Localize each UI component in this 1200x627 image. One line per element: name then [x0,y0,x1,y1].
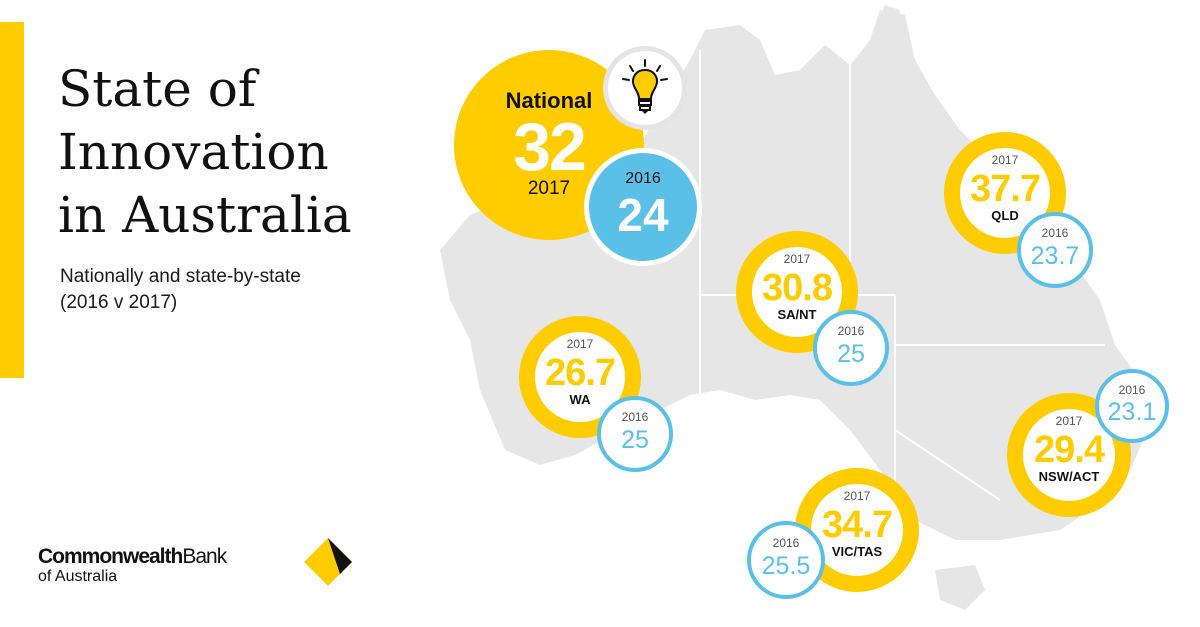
state-borders [699,50,1105,520]
victas-state-label: VIC/TAS [831,544,883,559]
wa-value-2017: 26.7 [545,352,616,394]
qld-2016-circle: 2016 23.7 [1017,212,1093,288]
accent-bar [0,22,24,378]
sant-year-2016: 2016 [837,324,865,338]
page-subtitle: Nationally and state-by-state (2016 v 20… [60,266,301,313]
national-year-2016: 2016 [625,170,661,187]
sant-value-2016: 25 [837,340,865,368]
nswact-year-2017: 2017 [1055,414,1083,428]
nswact-state-label: NSW/ACT [1038,469,1100,484]
sant-value-2017: 30.8 [762,267,833,309]
wa-value-2016: 25 [621,426,649,454]
nswact-2016-circle: 2016 23.1 [1095,369,1169,443]
qld-state-label: QLD [991,208,1019,223]
national-value-2016: 24 [617,189,669,241]
sant-2016-circle: 2016 25 [813,310,889,386]
national-year-2017: 2017 [527,178,571,199]
lightbulb-icon [622,59,668,114]
diamond-logo-icon [304,538,352,586]
qld-year-2017: 2017 [991,153,1019,167]
victas-year-2016: 2016 [772,536,800,550]
national-label: National [505,88,593,113]
nswact-year-2016: 2016 [1118,383,1146,397]
brand-name-bold: Commonwealth [38,545,183,568]
qld-value-2017: 37.7 [970,168,1041,210]
brand-line2: of Australia [38,568,118,585]
national-2016-circle: 2016 24 [584,148,702,266]
victas-value-2017: 34.7 [822,504,893,546]
brand-name: CommonwealthBank [38,545,227,568]
sant-state-label: SA/NT [777,307,817,322]
qld-value-2016: 23.7 [1030,242,1080,270]
sant-year-2017: 2017 [783,252,811,266]
lightbulb-badge [603,46,687,130]
nswact-value-2017: 29.4 [1034,429,1105,471]
tasmania [935,565,985,610]
victas-value-2016: 25.5 [761,552,811,580]
wa-2016-circle: 2016 25 [597,396,673,472]
nswact-value-2016: 23.1 [1107,398,1157,426]
wa-year-2016: 2016 [621,410,649,424]
wa-state-label: WA [569,392,591,407]
cape-york [870,5,900,50]
brand-name-regular: Bank [182,545,227,568]
wa-year-2017: 2017 [566,337,594,351]
victas-2016-circle: 2016 25.5 [747,521,825,599]
brand-logo: CommonwealthBank of Australia [38,545,227,586]
qld-year-2016: 2016 [1041,226,1069,240]
national-value-2017: 32 [513,109,587,185]
page-title: State of Innovation in Australia [58,60,352,244]
victas-year-2017: 2017 [843,489,871,503]
